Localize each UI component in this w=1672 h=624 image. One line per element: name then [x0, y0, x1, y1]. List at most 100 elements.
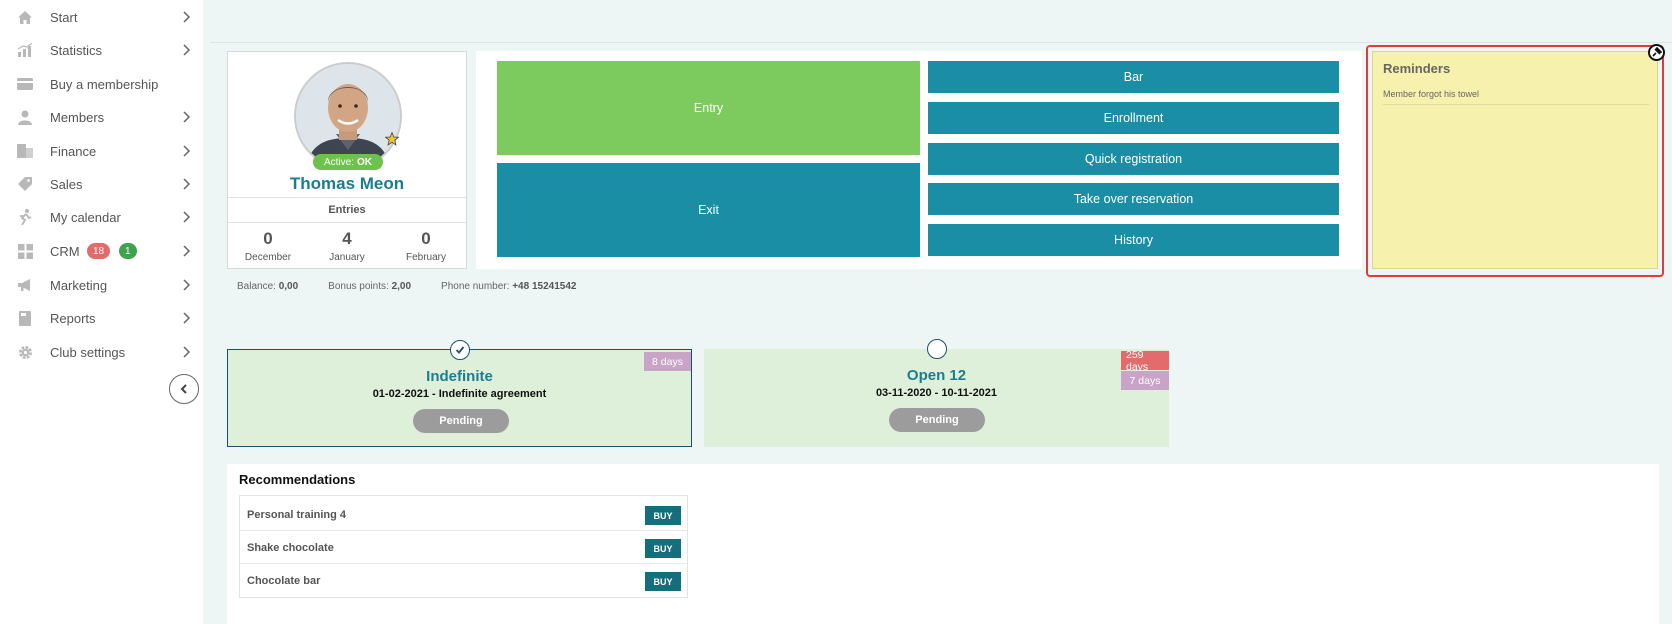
quick-registration-button[interactable]: Quick registration	[928, 143, 1339, 175]
sidebar-item-label: Members	[50, 109, 105, 125]
status-badge: Active: OK	[313, 154, 383, 170]
entry-stat: 0 December	[228, 229, 308, 263]
sidebar-item-label: Start	[50, 9, 78, 25]
gear-icon	[17, 344, 33, 360]
action-panel: Entry Exit Bar Enrollment Quick registra…	[476, 51, 1362, 269]
entry-count: 0	[421, 229, 431, 248]
sidebar-item-club-settings[interactable]: Club settings	[0, 337, 203, 367]
runner-icon	[17, 209, 33, 225]
buy-button[interactable]: BUY	[645, 572, 681, 591]
book-icon	[17, 310, 33, 326]
phone-label: Phone number:	[441, 281, 510, 292]
reminders-title: Reminders	[1383, 61, 1451, 76]
sidebar-item-marketing[interactable]: Marketing	[0, 270, 203, 300]
sidebar-item-label: Sales	[50, 176, 83, 192]
membership-select-checkbox[interactable]	[450, 340, 470, 360]
chevron-right-icon	[183, 346, 191, 358]
recommendations-title: Recommendations	[239, 472, 356, 487]
days-badge: 7 days	[1121, 371, 1169, 390]
list-item: Personal training 4 BUY	[240, 498, 687, 531]
buy-button[interactable]: BUY	[645, 539, 681, 558]
sidebar-item-sales[interactable]: Sales	[0, 169, 203, 199]
chevron-right-icon	[183, 111, 191, 123]
reminder-item[interactable]: Member forgot his towel	[1383, 89, 1649, 105]
recommendation-label: Chocolate bar	[247, 575, 321, 587]
list-item: Shake chocolate BUY	[240, 531, 687, 564]
crm-red-badge: 18	[87, 243, 111, 259]
chevron-right-icon	[183, 279, 191, 291]
collapse-sidebar-button[interactable]	[169, 374, 199, 404]
sidebar-item-start[interactable]: Start	[0, 2, 203, 32]
chevron-right-icon	[183, 178, 191, 190]
bonus-label: Bonus points:	[328, 281, 389, 292]
chevron-right-icon	[183, 145, 191, 157]
user-icon	[17, 109, 33, 125]
grid-icon	[17, 243, 33, 259]
sidebar-item-label: Club settings	[50, 344, 126, 360]
chevron-right-icon	[183, 312, 191, 324]
home-icon	[17, 9, 33, 25]
membership-dates: 03-11-2020 - 10-11-2021	[875, 387, 998, 399]
membership-dates: 01-02-2021 - Indefinite agreement	[372, 388, 547, 400]
chevron-left-icon	[180, 384, 187, 394]
buy-button[interactable]: BUY	[645, 506, 681, 525]
exit-button[interactable]: Exit	[497, 163, 920, 257]
sidebar-item-crm[interactable]: CRM 18 1	[0, 236, 203, 266]
recommendation-label: Shake chocolate	[247, 542, 334, 554]
sidebar: Start Statistics Buy a membership Member…	[0, 0, 203, 624]
sidebar-item-label: Buy a membership	[50, 76, 159, 92]
sidebar-item-label: Reports	[50, 310, 96, 326]
days-badge: 8 days	[644, 352, 691, 371]
member-name: Thomas Meon	[289, 174, 405, 193]
enrollment-button[interactable]: Enrollment	[928, 102, 1339, 134]
reminders-panel: Reminders Member forgot his towel	[1372, 51, 1658, 269]
entry-month: December	[244, 252, 292, 263]
list-item: Chocolate bar BUY	[240, 564, 687, 597]
finance-icon	[17, 143, 33, 159]
chart-icon	[17, 42, 33, 58]
sidebar-item-buy-membership[interactable]: Buy a membership	[0, 69, 203, 99]
status-label: Active:	[323, 156, 354, 168]
entry-count: 4	[342, 229, 352, 248]
megaphone-icon	[17, 277, 33, 293]
sidebar-item-finance[interactable]: Finance	[0, 136, 203, 166]
entry-button[interactable]: Entry	[497, 61, 920, 155]
reminders-highlight	[1366, 45, 1664, 277]
sidebar-item-statistics[interactable]: Statistics	[0, 35, 203, 65]
chevron-right-icon	[183, 11, 191, 23]
membership-card[interactable]: 259 days 7 days Open 12 03-11-2020 - 10-…	[704, 339, 1169, 447]
entry-count: 0	[263, 229, 273, 248]
entries-heading: Entries	[228, 197, 466, 223]
sidebar-item-members[interactable]: Members	[0, 102, 203, 132]
chevron-right-icon	[183, 211, 191, 223]
membership-name: Open 12	[906, 367, 967, 384]
crm-green-badge: 1	[119, 243, 137, 259]
bar-button[interactable]: Bar	[928, 61, 1339, 93]
balance-value: 0,00	[278, 281, 299, 292]
days-badge: 259 days	[1121, 349, 1169, 373]
balance-info: Balance: 0,00	[237, 281, 298, 292]
entry-stat: 0 February	[386, 229, 466, 263]
bonus-info: Bonus points: 2,00	[328, 281, 411, 292]
pin-icon	[1652, 47, 1662, 57]
membership-select-checkbox[interactable]	[927, 339, 947, 359]
tag-icon	[17, 176, 33, 192]
card-icon	[17, 76, 33, 92]
membership-name: Indefinite	[426, 368, 493, 385]
entry-month: January	[329, 252, 365, 263]
sidebar-item-label: Finance	[50, 143, 97, 159]
take-over-reservation-button[interactable]: Take over reservation	[928, 183, 1339, 215]
sidebar-item-my-calendar[interactable]: My calendar	[0, 202, 203, 232]
favorite-star-icon	[385, 132, 399, 146]
membership-status-button[interactable]: Pending	[889, 408, 985, 432]
entry-stat: 4 January	[307, 229, 387, 263]
recommendation-label: Personal training 4	[247, 509, 347, 521]
pin-reminders-button[interactable]	[1648, 44, 1665, 61]
sidebar-item-reports[interactable]: Reports	[0, 303, 203, 333]
history-button[interactable]: History	[928, 224, 1339, 256]
status-value: OK	[357, 156, 372, 168]
top-divider	[210, 42, 1672, 43]
sidebar-item-label: My calendar	[50, 209, 121, 225]
membership-status-button[interactable]: Pending	[413, 409, 509, 433]
membership-card[interactable]: 8 days Indefinite 01-02-2021 - Indefinit…	[227, 340, 692, 447]
